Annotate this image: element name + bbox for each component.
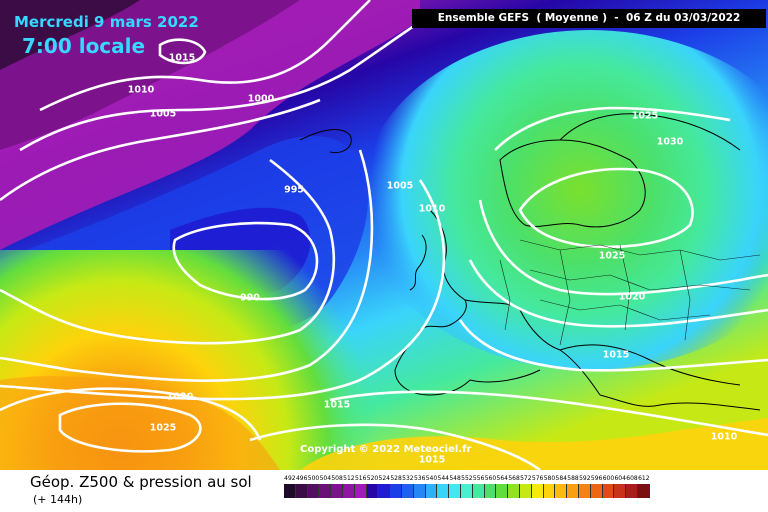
legend-value: 596 xyxy=(590,475,603,482)
legend-value: 516 xyxy=(354,475,367,482)
legend-swatch xyxy=(390,484,402,498)
legend-swatch xyxy=(637,484,650,498)
isobar-label: 995 xyxy=(284,184,304,196)
legend-value: 548 xyxy=(449,475,461,482)
legend-swatches xyxy=(284,484,650,498)
legend-value: 504 xyxy=(319,475,332,482)
legend-value: 540 xyxy=(425,475,438,482)
isobar-label: 1025 xyxy=(598,250,626,262)
footer-bar: Géop. Z500 & pression au sol (+ 144h) 49… xyxy=(0,470,768,512)
legend-swatch xyxy=(319,484,332,498)
legend-swatch xyxy=(307,484,320,498)
isobar-label: 1015 xyxy=(418,454,446,466)
legend-swatch xyxy=(555,484,568,498)
legend-value: 536 xyxy=(413,475,426,482)
legend-swatch xyxy=(496,484,509,498)
legend-value: 608 xyxy=(626,475,638,482)
isobar-label: 990 xyxy=(240,292,260,304)
isobars xyxy=(0,0,768,470)
legend-value: 500 xyxy=(307,475,320,482)
legend-value: 492 xyxy=(284,475,296,482)
legend-swatch xyxy=(413,484,426,498)
legend-value: 556 xyxy=(472,475,485,482)
legend-value: 568 xyxy=(508,475,520,482)
isobar-label: 1025 xyxy=(149,422,177,434)
isobar-label: 1010 xyxy=(710,431,738,443)
forecast-date: Mercredi 9 mars 2022 xyxy=(14,13,199,31)
legend-value: 564 xyxy=(496,475,508,482)
legend-value: 520 xyxy=(366,475,379,482)
legend-swatch xyxy=(578,484,591,498)
legend-value: 604 xyxy=(614,475,626,482)
legend-swatch xyxy=(449,484,461,498)
legend-swatch xyxy=(472,484,485,498)
legend-value: 576 xyxy=(531,475,544,482)
geopotential-map xyxy=(0,0,768,470)
forecast-lead-time: (+ 144h) xyxy=(33,493,83,506)
coastlines xyxy=(299,113,761,411)
legend-value: 512 xyxy=(343,475,355,482)
legend-swatch xyxy=(366,484,379,498)
legend-value: 572 xyxy=(520,475,532,482)
legend-swatch xyxy=(460,484,473,498)
legend-swatch xyxy=(626,484,638,498)
chart-title: Géop. Z500 & pression au sol xyxy=(30,473,252,491)
legend-swatch xyxy=(519,484,532,498)
legend-swatch xyxy=(590,484,603,498)
isobar-label: 1025 xyxy=(631,110,659,122)
legend-value: 508 xyxy=(331,475,343,482)
forecast-local-time: 7:00 locale xyxy=(22,34,146,58)
legend-swatch xyxy=(437,484,450,498)
ensemble-run-label: Ensemble GEFS ( Moyenne ) - 06 Z du 03/0… xyxy=(412,9,766,28)
legend-swatch xyxy=(342,484,355,498)
legend-swatch xyxy=(508,484,520,498)
legend-value: 496 xyxy=(295,475,308,482)
legend-swatch xyxy=(378,484,391,498)
isobar-label: 1010 xyxy=(418,203,446,215)
isobar-label: 1020 xyxy=(166,391,194,403)
copyright-text: Copyright © 2022 Meteociel.fr xyxy=(300,444,472,455)
legend-value: 588 xyxy=(567,475,579,482)
isobar-label: 1005 xyxy=(386,180,414,192)
isobar-label: 1030 xyxy=(656,136,684,148)
legend-value: 600 xyxy=(602,475,615,482)
legend-value: 528 xyxy=(390,475,402,482)
isobar-label: 1010 xyxy=(127,84,155,96)
isobar-label: 1005 xyxy=(149,108,177,120)
isobar-label: 1015 xyxy=(602,349,630,361)
legend-swatch xyxy=(295,484,308,498)
isobar-label: 1000 xyxy=(247,93,275,105)
legend-swatch xyxy=(567,484,579,498)
color-legend: 492 496 500 504 508 512 516 520 524 528 532 536 540 5… xyxy=(284,475,650,498)
legend-swatch xyxy=(331,484,343,498)
legend-value: 544 xyxy=(437,475,449,482)
legend-swatch xyxy=(401,484,414,498)
legend-value: 580 xyxy=(543,475,556,482)
legend-swatch xyxy=(425,484,438,498)
legend-swatch xyxy=(543,484,556,498)
legend-swatch xyxy=(614,484,627,498)
isobar-label: 1015 xyxy=(168,52,196,64)
isobar-label: 1020 xyxy=(618,291,646,303)
isobar-label: 1015 xyxy=(323,399,351,411)
legend-value: 560 xyxy=(484,475,497,482)
legend-value: 612 xyxy=(638,475,650,482)
legend-labels: 492 496 500 504 508 512 516 520 524 528 532 536 540 5… xyxy=(284,475,650,482)
legend-swatch xyxy=(531,484,544,498)
legend-swatch xyxy=(284,484,296,498)
legend-value: 532 xyxy=(402,475,414,482)
legend-swatch xyxy=(354,484,367,498)
legend-swatch xyxy=(484,484,497,498)
legend-swatch xyxy=(602,484,615,498)
legend-value: 524 xyxy=(378,475,390,482)
legend-value: 592 xyxy=(579,475,591,482)
legend-value: 584 xyxy=(555,475,567,482)
legend-value: 552 xyxy=(461,475,473,482)
